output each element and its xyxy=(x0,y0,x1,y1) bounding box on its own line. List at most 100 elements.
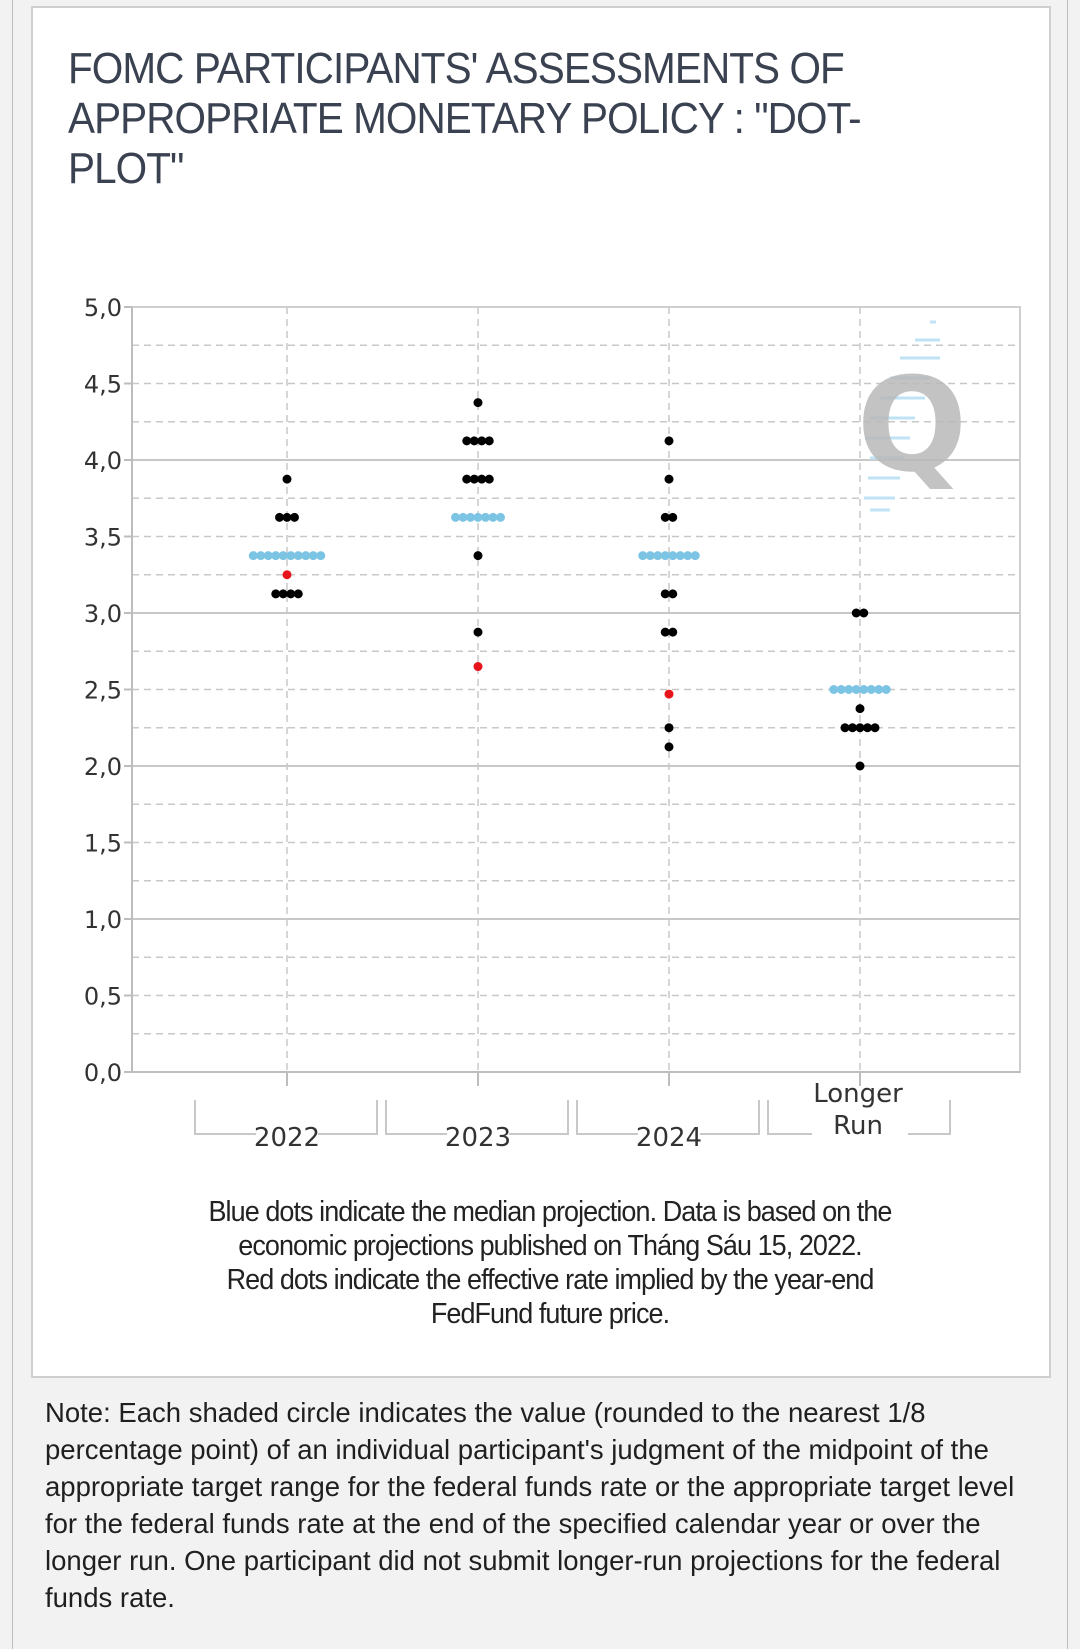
x-category-label: Longer xyxy=(813,1079,903,1109)
y-tick-label: 0,5 xyxy=(84,983,122,1011)
dot-participant xyxy=(477,436,487,446)
caption-line: Blue dots indicate the median projection… xyxy=(208,1196,893,1228)
dot-median xyxy=(248,551,258,561)
dot-participant xyxy=(848,723,857,733)
dot-participant xyxy=(664,742,674,752)
dot-median xyxy=(844,685,854,694)
dot-participant xyxy=(855,704,865,714)
dot-median xyxy=(836,685,846,694)
dot-median xyxy=(488,512,498,522)
label-bg xyxy=(256,1118,318,1148)
chart-caption: Blue dots indicate the median projection… xyxy=(113,1195,987,1331)
dot-median xyxy=(668,551,678,561)
dot-participant xyxy=(282,512,292,522)
caption-line: economic projections published on Tháng … xyxy=(238,1230,862,1262)
dot-participant xyxy=(863,723,872,733)
y-axis-ticks: 0,0 0,5 1,0 1,5 2,0 2,5 3,0 3,5 4,0 4,5 5,0 xyxy=(84,294,132,1087)
dot-participant xyxy=(477,474,487,484)
dot-median xyxy=(683,551,693,561)
y-tick-label: 2,0 xyxy=(84,753,122,781)
dot-participant xyxy=(275,512,284,522)
label-bg xyxy=(812,1118,908,1148)
dot-median xyxy=(645,551,655,561)
label-bg xyxy=(638,1118,700,1148)
dot-participant xyxy=(855,723,865,733)
dot-participant xyxy=(660,512,670,522)
dot-participant xyxy=(484,436,494,446)
y-tick-label: 4,0 xyxy=(84,447,122,475)
dot-median xyxy=(653,551,663,561)
dot-median xyxy=(481,512,490,522)
x-category-label: 2024 xyxy=(636,1123,702,1153)
dot-median xyxy=(466,512,475,522)
dot-median xyxy=(278,551,288,561)
caption-line: FedFund future price. xyxy=(430,1298,670,1330)
dot-median xyxy=(293,551,303,561)
y-tick-label: 0,0 xyxy=(84,1059,122,1087)
y-tick-label: 3,5 xyxy=(84,524,122,552)
dot-participant xyxy=(664,723,674,733)
dot-participant xyxy=(286,589,296,599)
dot-participant xyxy=(870,723,880,733)
dot-participant xyxy=(469,436,479,446)
dots-layer xyxy=(248,398,891,771)
dot-median xyxy=(473,512,483,522)
dot-participant xyxy=(290,512,299,522)
y-tick-label: 4,5 xyxy=(84,371,122,399)
dot-participant xyxy=(473,398,483,408)
dot-participant xyxy=(855,761,865,771)
dot-participant xyxy=(462,436,472,446)
label-bg xyxy=(447,1118,509,1148)
dot-implied-rate xyxy=(473,662,483,672)
dot-participant xyxy=(859,608,869,618)
dot-median xyxy=(301,551,311,561)
dot-participant xyxy=(840,723,850,733)
dot-participant xyxy=(851,608,861,618)
dot-implied-rate xyxy=(664,689,674,699)
dot-participant xyxy=(668,627,678,637)
dot-median xyxy=(316,551,326,561)
dot-participant xyxy=(660,589,670,599)
dot-participant xyxy=(664,474,674,484)
logo-watermark-icon: Q xyxy=(857,320,967,512)
dot-plot-chart: Q 0,0 0,5 1,0 1,5 2,0 2,5 3,0 3,5 4,0 4,5 5,0 2022… xyxy=(84,294,1021,1153)
dot-participant xyxy=(462,474,472,484)
y-tick-label: 1,5 xyxy=(84,830,122,858)
dot-participant xyxy=(664,436,674,446)
x-category: 2023 xyxy=(385,1072,569,1153)
x-category-label: Run xyxy=(833,1111,883,1141)
x-category-label: 2022 xyxy=(254,1123,320,1153)
dot-participant xyxy=(469,474,479,484)
dot-median xyxy=(829,685,839,694)
dot-median xyxy=(866,685,876,694)
y-tick-label: 1,0 xyxy=(84,906,122,934)
dot-participant xyxy=(484,474,494,484)
dot-median xyxy=(308,551,318,561)
x-category: 2022 xyxy=(194,1072,378,1153)
dot-median xyxy=(458,512,468,522)
dot-participant xyxy=(278,589,288,599)
caption-line: Red dots indicate the effective rate imp… xyxy=(226,1264,875,1296)
dot-median xyxy=(263,551,273,561)
x-category: 2024 xyxy=(576,1072,760,1153)
footnote: Note: Each shaded circle indicates the v… xyxy=(45,1397,1015,1613)
dot-median xyxy=(496,512,505,522)
dot-median xyxy=(660,551,670,561)
dot-median xyxy=(859,685,869,694)
y-tick-label: 5,0 xyxy=(84,294,122,322)
dot-median xyxy=(256,551,266,561)
dot-median xyxy=(851,685,861,694)
dot-median xyxy=(271,551,281,561)
dot-participant xyxy=(668,589,678,599)
dot-participant xyxy=(271,589,281,599)
dot-participant xyxy=(293,589,303,599)
dot-participant xyxy=(660,627,670,637)
dot-median xyxy=(286,551,296,561)
y-tick-label: 3,0 xyxy=(84,600,122,628)
dot-median xyxy=(881,685,891,694)
dot-implied-rate xyxy=(282,570,292,580)
dot-participant xyxy=(668,512,678,522)
dot-median xyxy=(874,685,884,694)
